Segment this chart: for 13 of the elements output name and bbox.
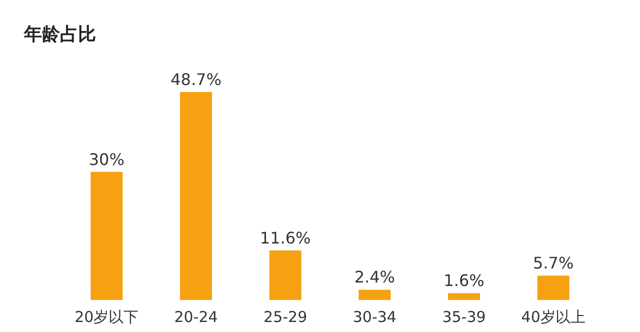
x-tick-label: 40岁以上 xyxy=(521,308,586,326)
data-label: 1.6% xyxy=(444,271,484,290)
x-tick-label: 30-34 xyxy=(352,308,396,326)
data-label: 5.7% xyxy=(533,254,574,273)
x-tick-label: 20-24 xyxy=(174,308,218,326)
data-label: 11.6% xyxy=(260,228,311,248)
data-label: 48.7% xyxy=(170,70,222,89)
data-label: 30% xyxy=(88,150,124,169)
x-tick-label: 35-39 xyxy=(442,308,486,326)
data-label: 2.4% xyxy=(354,268,395,287)
x-tick-label: 20岁以下 xyxy=(74,308,139,326)
x-tick-label: 25-29 xyxy=(264,308,308,326)
chart-title: 年龄占比 xyxy=(23,24,96,45)
